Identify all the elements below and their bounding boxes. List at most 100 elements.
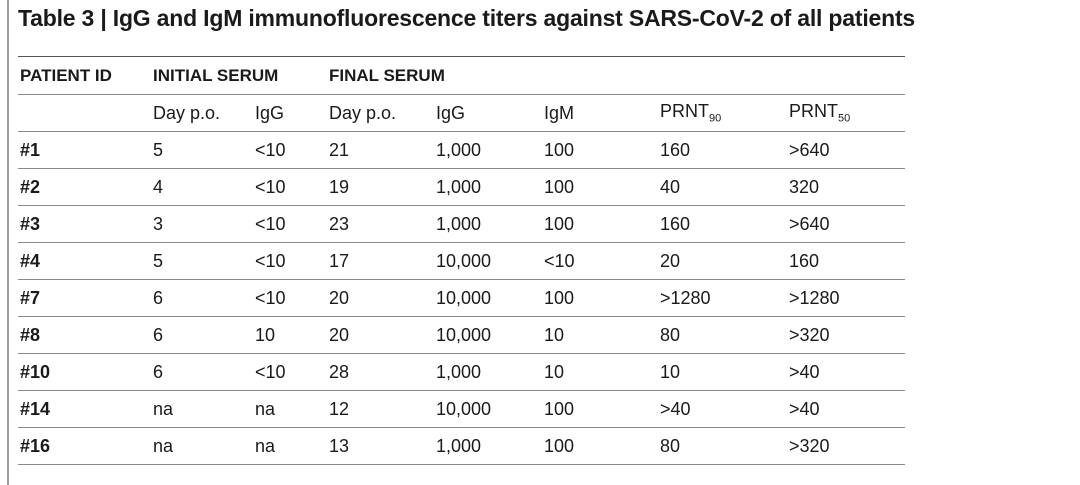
cell: 3 <box>151 205 253 243</box>
titer-table: PATIENT ID INITIAL SERUM FINAL SERUM Day… <box>18 56 905 465</box>
cell: 160 <box>787 242 905 280</box>
group-header: PATIENT ID <box>18 56 151 95</box>
cell: 6 <box>151 353 253 391</box>
patient-id: #2 <box>18 168 151 206</box>
cell: >40 <box>658 390 787 428</box>
patient-id: #10 <box>18 353 151 391</box>
group-header: INITIAL SERUM <box>151 56 327 95</box>
cell: >320 <box>787 427 905 465</box>
column-header-text: Day p.o. <box>153 102 221 123</box>
table-body: #1 5 <10 21 1,000 100 160 >640 #2 4 <10 19 1,000 100 4… <box>18 131 905 465</box>
cell: 40 <box>658 168 787 206</box>
patient-id: #4 <box>18 242 151 280</box>
cell: 19 <box>327 168 434 206</box>
cell: 100 <box>542 279 658 317</box>
cell: 100 <box>542 427 658 465</box>
cell: 20 <box>658 242 787 280</box>
patient-id: #8 <box>18 316 151 354</box>
cell: 100 <box>542 390 658 428</box>
column-header: PRNT50 <box>787 94 905 132</box>
cell: 13 <box>327 427 434 465</box>
column-header: PRNT90 <box>658 94 787 132</box>
cell: na <box>151 427 253 465</box>
column-header-text: PRNT <box>789 101 838 122</box>
cell: >40 <box>787 353 905 391</box>
column-header: IgG <box>253 94 327 132</box>
cell: 80 <box>658 427 787 465</box>
column-header: Day p.o. <box>151 94 253 132</box>
cell: 20 <box>327 316 434 354</box>
empty-header <box>18 94 151 132</box>
cell: <10 <box>253 279 327 317</box>
cell: >640 <box>787 205 905 243</box>
cell: 100 <box>542 168 658 206</box>
patient-id: #7 <box>18 279 151 317</box>
cell: 17 <box>327 242 434 280</box>
cell: 6 <box>151 316 253 354</box>
cell: 5 <box>151 131 253 169</box>
cell: >40 <box>787 390 905 428</box>
cell: 12 <box>327 390 434 428</box>
cell: 20 <box>327 279 434 317</box>
data-row: #1 5 <10 21 1,000 100 160 >640 <box>18 131 905 169</box>
cell: >1280 <box>787 279 905 317</box>
cell: >1280 <box>658 279 787 317</box>
cell: 5 <box>151 242 253 280</box>
column-header: IgG <box>434 94 542 132</box>
cell: 10,000 <box>434 242 542 280</box>
cell: 320 <box>787 168 905 206</box>
column-header: Day p.o. <box>327 94 434 132</box>
cell: na <box>253 427 327 465</box>
cell: na <box>253 390 327 428</box>
column-header-text: IgG <box>255 102 285 123</box>
cell: na <box>151 390 253 428</box>
cell: 10 <box>542 316 658 354</box>
cell: <10 <box>542 242 658 280</box>
column-header-row: Day p.o. IgG Day p.o. IgG IgM PRNT90 PRNT50 <box>18 94 905 132</box>
column-header-text: IgM <box>544 102 575 123</box>
patient-id: #1 <box>18 131 151 169</box>
cell: 1,000 <box>434 427 542 465</box>
patient-id: #14 <box>18 390 151 428</box>
group-header: FINAL SERUM <box>327 56 905 95</box>
cell: 160 <box>658 131 787 169</box>
cell: 1,000 <box>434 205 542 243</box>
cell: 23 <box>327 205 434 243</box>
cell: 10,000 <box>434 316 542 354</box>
data-row: #2 4 <10 19 1,000 100 40 320 <box>18 168 905 206</box>
cell: <10 <box>253 353 327 391</box>
cell: >640 <box>787 131 905 169</box>
cell: 4 <box>151 168 253 206</box>
table-title: Table 3 | IgG and IgM immunofluorescence… <box>18 5 915 31</box>
data-row: #10 6 <10 28 1,000 10 10 >40 <box>18 353 905 391</box>
cell: 1,000 <box>434 131 542 169</box>
cell: 100 <box>542 205 658 243</box>
column-header-text: PRNT <box>660 101 709 122</box>
group-header-row: PATIENT ID INITIAL SERUM FINAL SERUM <box>18 56 905 95</box>
cell: 10 <box>542 353 658 391</box>
cell: 10 <box>253 316 327 354</box>
column-header-text: Day p.o. <box>329 102 397 123</box>
cell: 10,000 <box>434 390 542 428</box>
cell: <10 <box>253 168 327 206</box>
cell: <10 <box>253 131 327 169</box>
patient-id: #16 <box>18 427 151 465</box>
cell: 10,000 <box>434 279 542 317</box>
cell: 100 <box>542 131 658 169</box>
cell: 160 <box>658 205 787 243</box>
data-row: #8 6 10 20 10,000 10 80 >320 <box>18 316 905 354</box>
data-row: #16 na na 13 1,000 100 80 >320 <box>18 427 905 465</box>
column-header-subscript: 50 <box>838 112 851 125</box>
cell: 28 <box>327 353 434 391</box>
column-header-text: IgG <box>436 102 466 123</box>
cell: 1,000 <box>434 353 542 391</box>
data-row: #7 6 <10 20 10,000 100 >1280 >1280 <box>18 279 905 317</box>
data-row: #3 3 <10 23 1,000 100 160 >640 <box>18 205 905 243</box>
data-row: #14 na na 12 10,000 100 >40 >40 <box>18 390 905 428</box>
data-row: #4 5 <10 17 10,000 <10 20 160 <box>18 242 905 280</box>
cell: <10 <box>253 242 327 280</box>
column-header-subscript: 90 <box>709 112 722 125</box>
cell: 21 <box>327 131 434 169</box>
cell: <10 <box>253 205 327 243</box>
